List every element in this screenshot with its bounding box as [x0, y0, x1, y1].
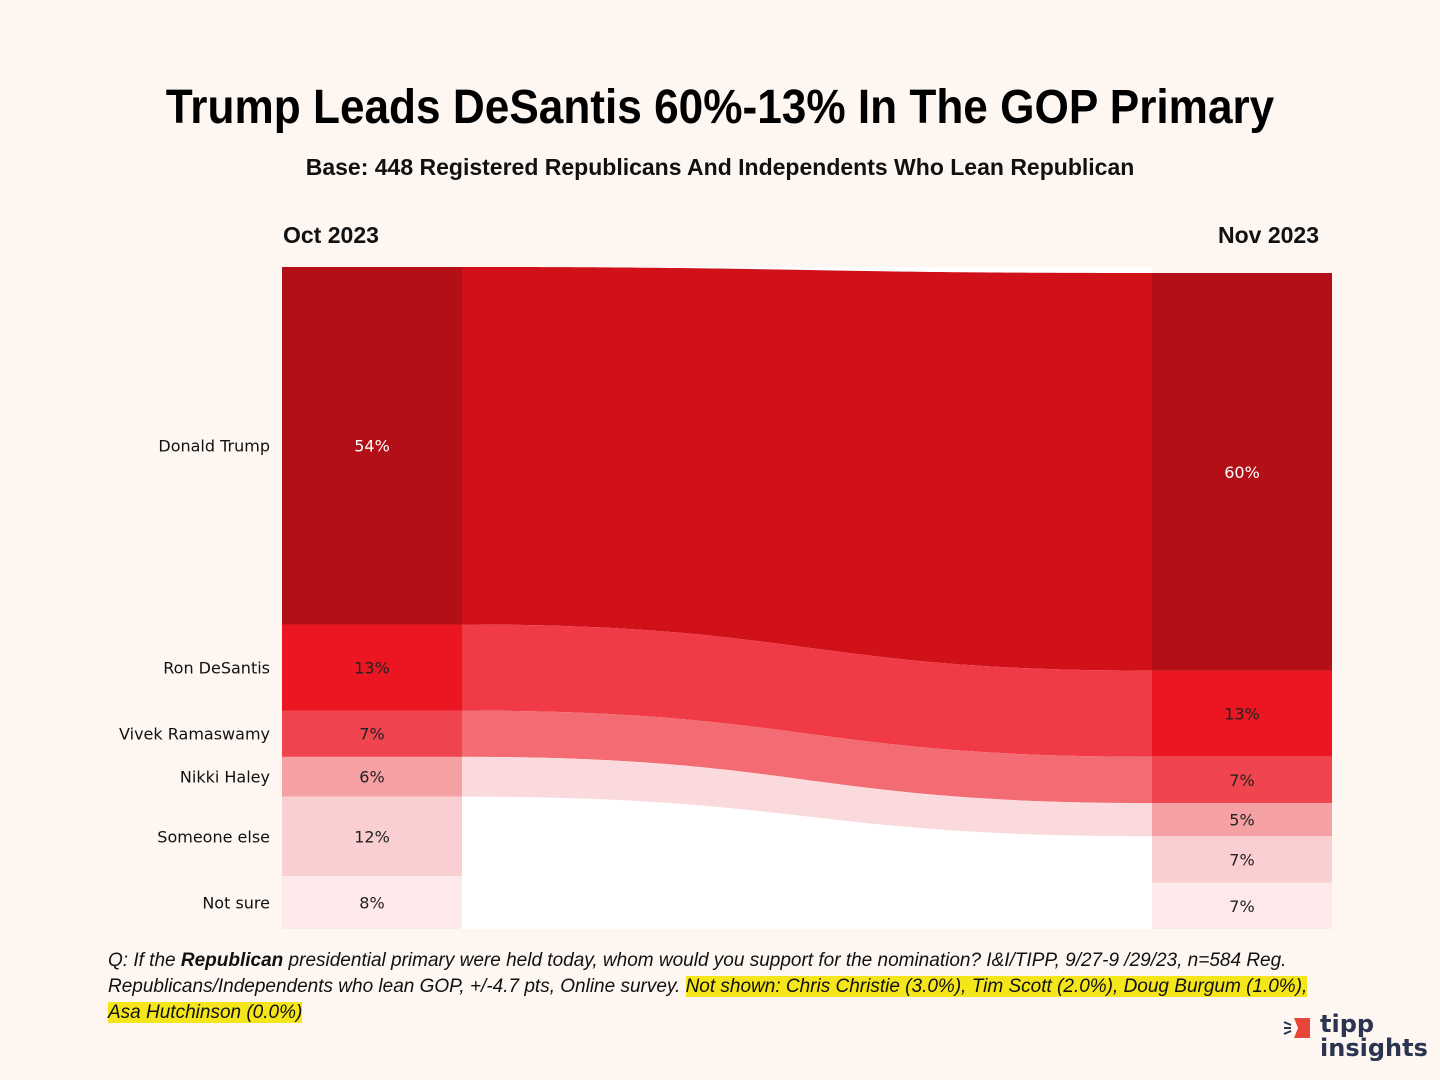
- bar-nov-not-sure: [1152, 882, 1332, 929]
- logo-mark-icon: [1283, 1018, 1310, 1038]
- tipp-insights-logo: tipp insights: [1282, 1012, 1432, 1062]
- value-label-oct-donald-trump: 54%: [354, 437, 390, 456]
- flow-donald-trump: [462, 267, 1152, 671]
- value-label-nov-someone-else: 7%: [1229, 850, 1254, 869]
- category-label-vivek-ramaswamy: Vivek Ramaswamy: [119, 725, 270, 744]
- footnote: Q: If the Republican presidential primar…: [108, 948, 1328, 1026]
- category-label-not-sure: Not sure: [202, 894, 270, 913]
- value-label-nov-not-sure: 7%: [1229, 897, 1254, 916]
- flow-vivek-ramaswamy: [462, 710, 1152, 804]
- bar-nov-ron-desantis: [1152, 670, 1332, 757]
- footnote-prefix: Q: If the: [108, 950, 181, 971]
- bar-oct-someone-else: [282, 796, 462, 877]
- chart-subtitle: Base: 448 Registered Republicans And Ind…: [305, 154, 1135, 180]
- bar-nov-vivek-ramaswamy: [1152, 756, 1332, 804]
- logo-text-tipp: tipp: [1320, 1010, 1375, 1038]
- chart-title: Trump Leads DeSantis 60%-13% In The GOP …: [165, 81, 1275, 134]
- bar-oct-nikki-haley: [282, 756, 462, 797]
- value-label-oct-ron-desantis: 13%: [354, 659, 390, 678]
- category-label-donald-trump: Donald Trump: [158, 437, 270, 456]
- bar-nov-donald-trump: [1152, 273, 1332, 671]
- bar-oct-donald-trump: [282, 267, 462, 625]
- value-label-nov-donald-trump: 60%: [1224, 463, 1260, 482]
- category-label-ron-desantis: Ron DeSantis: [163, 659, 270, 678]
- bar-oct-ron-desantis: [282, 624, 462, 711]
- value-label-nov-nikki-haley: 5%: [1229, 811, 1254, 830]
- flow-nikki-haley: [462, 756, 1152, 837]
- value-label-nov-vivek-ramaswamy: 7%: [1229, 771, 1254, 790]
- value-label-oct-someone-else: 12%: [354, 827, 390, 846]
- logo-text-insights: insights: [1320, 1034, 1428, 1062]
- flow-ron-desantis: [462, 624, 1152, 757]
- period-label-oct: Oct 2023: [283, 222, 379, 248]
- category-label-nikki-haley: Nikki Haley: [180, 768, 270, 787]
- value-label-oct-not-sure: 8%: [359, 894, 384, 913]
- bar-nov-someone-else: [1152, 836, 1332, 883]
- value-label-oct-vivek-ramaswamy: 7%: [359, 725, 384, 744]
- bar-oct-not-sure: [282, 876, 462, 929]
- bar-nov-nikki-haley: [1152, 803, 1332, 837]
- period-label-nov: Nov 2023: [1218, 222, 1320, 248]
- category-label-someone-else: Someone else: [157, 827, 270, 846]
- value-label-nov-ron-desantis: 13%: [1224, 705, 1260, 724]
- bar-oct-vivek-ramaswamy: [282, 710, 462, 757]
- footnote-body: presidential primary were held today, wh…: [108, 950, 1287, 997]
- value-label-oct-nikki-haley: 6%: [359, 768, 384, 787]
- footnote-bold: Republican: [180, 950, 284, 971]
